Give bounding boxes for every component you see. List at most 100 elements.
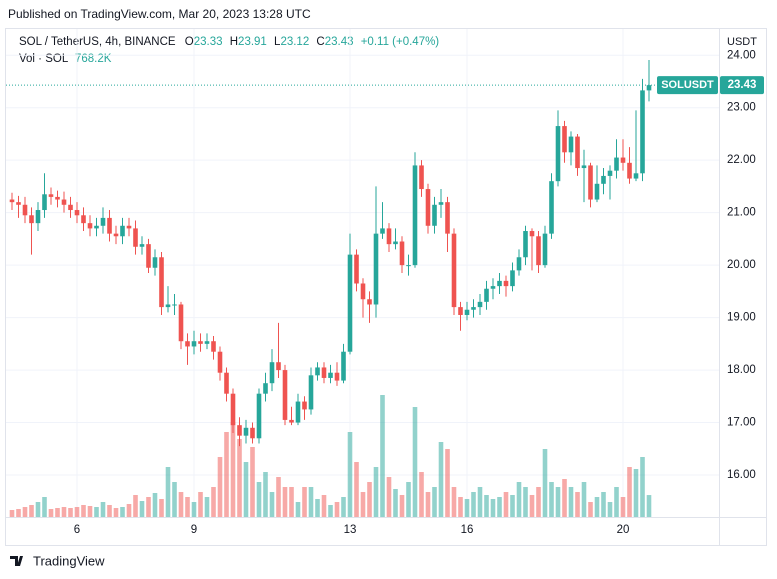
volume-bar [373, 467, 379, 517]
candle-body [471, 307, 476, 310]
volume-bar [328, 505, 333, 517]
candle-body [29, 215, 34, 224]
y-tick-label: 24.00 [727, 49, 756, 61]
volume-bar [581, 482, 587, 517]
volume-bar [549, 482, 554, 517]
volume-bar [185, 497, 190, 517]
candle-body [549, 181, 554, 234]
price-tag-text: 23.43 [728, 79, 757, 91]
candle-body [347, 254, 353, 352]
candle-body [607, 170, 613, 176]
open-value: 23.33 [194, 36, 223, 48]
candle-body [360, 283, 366, 300]
volume-bar [269, 492, 275, 517]
volume-bar [250, 447, 255, 517]
candle-body [581, 165, 587, 169]
candle-body [542, 233, 548, 266]
price-tag [720, 76, 764, 95]
candle-body [74, 210, 80, 216]
candle-body [451, 233, 457, 308]
volume-bar [367, 482, 372, 517]
volume-bar [601, 492, 606, 517]
y-tick-label: 19.00 [727, 312, 756, 324]
candle-body [354, 254, 359, 284]
candle-body [328, 372, 333, 378]
candle-body [445, 202, 450, 234]
volume-bar [347, 432, 353, 517]
volume-bar [139, 501, 145, 517]
y-tick-label: 23.00 [727, 102, 756, 114]
candle-body [16, 202, 21, 205]
volume-bar [341, 497, 346, 517]
volume-bar [224, 432, 229, 517]
x-tick-label: 9 [191, 524, 197, 536]
volume-bar [9, 510, 15, 517]
volume-bar [35, 502, 41, 517]
brand-logo: TradingView [10, 553, 105, 568]
volume-value: 768.2K [75, 53, 112, 65]
volume-bar [172, 482, 177, 517]
candle-body [536, 236, 541, 266]
volume-bar [503, 492, 509, 517]
candle-body [256, 393, 262, 439]
candle-body [126, 225, 132, 229]
volume-bar [523, 487, 528, 517]
candle-body [321, 367, 327, 378]
volume-bar [159, 499, 164, 517]
grid [6, 29, 719, 517]
candle-body [633, 173, 639, 179]
candle-body [334, 372, 340, 381]
volume-bar [55, 508, 60, 517]
y-tick-label: 20.00 [727, 259, 756, 271]
candle-body [386, 228, 392, 245]
candle-body [191, 341, 197, 347]
y-tick-label: 21.00 [727, 207, 756, 219]
candle-body [490, 286, 496, 289]
volume-bar [113, 508, 119, 517]
x-tick-label: 16 [461, 524, 474, 536]
volume-bar [620, 497, 626, 517]
candle-body [217, 351, 223, 373]
candle-body [393, 241, 398, 245]
candle-body [367, 299, 372, 305]
volume-bar [120, 507, 125, 517]
candle-body [497, 280, 502, 287]
candle-body [61, 199, 67, 205]
candle-body [48, 194, 54, 197]
symbol-tag [657, 76, 718, 95]
volume-bar [198, 492, 203, 517]
candle-body [399, 241, 405, 266]
candle-body [42, 194, 47, 211]
volume-bar [542, 449, 548, 517]
volume-bar [458, 497, 463, 517]
candle-body [139, 244, 145, 247]
volume-bar [42, 497, 47, 517]
volume-bar [399, 495, 405, 517]
volume-bar [555, 487, 561, 517]
candle-body [250, 427, 255, 439]
volume-bar [568, 487, 574, 517]
candle-body [510, 270, 515, 287]
candle-body [133, 228, 138, 247]
volume-bar [334, 502, 340, 517]
y-tick-label: 16.00 [727, 469, 756, 481]
volume-bar [614, 487, 619, 517]
candle-body [107, 217, 112, 234]
candle-body [68, 204, 73, 211]
candle-body [146, 244, 151, 268]
candle-body [620, 157, 626, 163]
candle-body [282, 370, 288, 420]
candle-body [406, 265, 411, 267]
y-tick-label: 18.00 [727, 364, 756, 376]
volume-bar [68, 508, 73, 517]
candle-body [575, 136, 580, 169]
candles [9, 59, 652, 447]
candle-body [419, 165, 424, 190]
volume-bar [412, 407, 418, 517]
volume-bar [230, 422, 236, 517]
candle-body [503, 280, 509, 287]
volume-bar [627, 467, 632, 517]
volume-bar [289, 487, 294, 517]
volume-bar [646, 495, 652, 517]
candle-body [568, 136, 574, 153]
